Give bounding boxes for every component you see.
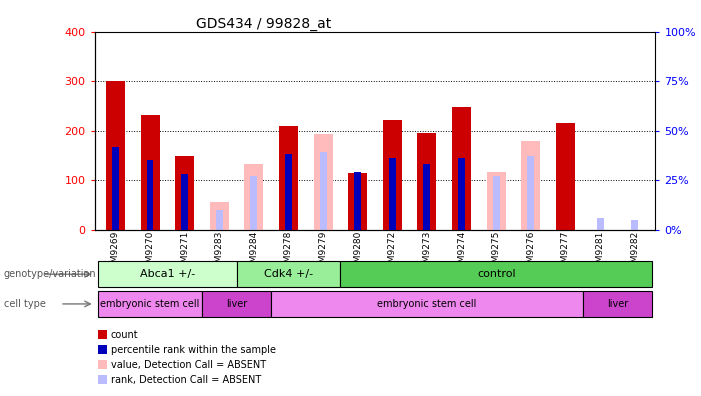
Bar <box>147 160 154 230</box>
Bar <box>279 126 298 230</box>
Bar <box>631 220 638 230</box>
Bar <box>486 172 505 230</box>
Bar <box>236 261 341 287</box>
Bar <box>320 152 327 230</box>
Bar <box>112 147 119 230</box>
Bar <box>175 156 194 230</box>
Bar <box>140 115 160 230</box>
Bar <box>597 218 604 230</box>
Bar <box>452 107 471 230</box>
Text: cell type: cell type <box>4 299 46 309</box>
Bar <box>285 154 292 230</box>
Text: embryonic stem cell: embryonic stem cell <box>100 299 200 309</box>
Bar <box>354 172 361 230</box>
Bar <box>181 174 188 230</box>
Text: value, Detection Call = ABSENT: value, Detection Call = ABSENT <box>111 360 266 370</box>
Bar <box>250 176 257 230</box>
Text: count: count <box>111 329 138 340</box>
Bar <box>389 158 396 230</box>
Text: liver: liver <box>226 299 247 309</box>
Text: control: control <box>477 269 515 279</box>
Bar <box>383 120 402 230</box>
Bar <box>556 123 575 230</box>
Text: rank, Detection Call = ABSENT: rank, Detection Call = ABSENT <box>111 375 261 385</box>
Bar <box>245 164 264 230</box>
Bar <box>341 261 652 287</box>
Text: genotype/variation: genotype/variation <box>4 269 96 279</box>
Bar <box>348 173 367 230</box>
Bar <box>458 158 465 230</box>
Bar <box>423 164 430 230</box>
Text: percentile rank within the sample: percentile rank within the sample <box>111 345 275 355</box>
Bar <box>98 261 236 287</box>
Bar <box>210 202 229 230</box>
Bar <box>271 291 583 317</box>
Bar <box>493 176 500 230</box>
Bar <box>417 133 437 230</box>
Text: Abca1 +/-: Abca1 +/- <box>139 269 195 279</box>
Text: liver: liver <box>607 299 628 309</box>
Bar <box>522 141 540 230</box>
Text: GDS434 / 99828_at: GDS434 / 99828_at <box>196 17 331 30</box>
Bar <box>202 291 271 317</box>
Text: Cdk4 +/-: Cdk4 +/- <box>264 269 313 279</box>
Bar <box>98 291 202 317</box>
Bar <box>313 134 333 230</box>
Bar <box>216 210 223 230</box>
Bar <box>583 291 652 317</box>
Bar <box>527 156 534 230</box>
Text: embryonic stem cell: embryonic stem cell <box>377 299 477 309</box>
Bar <box>106 81 125 230</box>
